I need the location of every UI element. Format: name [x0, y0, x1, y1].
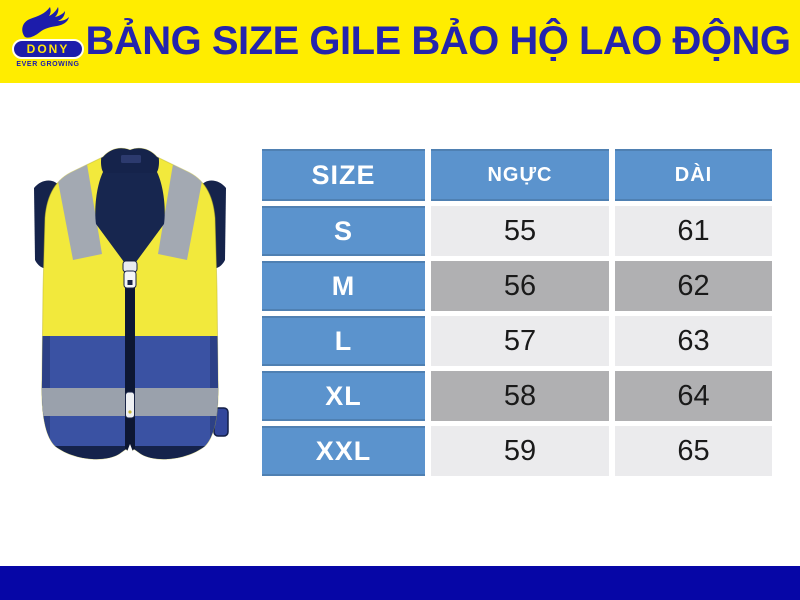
- table-cell-chest: 58: [431, 371, 609, 421]
- brand-name: DONY: [26, 42, 70, 56]
- page-title: BẢNG SIZE GILE BẢO HỘ LAO ĐỘNG: [85, 19, 791, 63]
- table-cell-size: L: [262, 316, 425, 366]
- column-header-chest: NGỰC: [431, 149, 609, 201]
- table-cell-size: M: [262, 261, 425, 311]
- safety-vest-image: [34, 147, 229, 470]
- zipper-slider: [123, 270, 137, 289]
- table-cell-length: 65: [615, 426, 772, 476]
- zipper-track: [125, 260, 135, 460]
- zipper-pull-lower: [125, 391, 135, 419]
- column-header-length: DÀI: [615, 149, 772, 201]
- table-cell-length: 63: [615, 316, 772, 366]
- hem-split: [120, 444, 140, 470]
- header-banner: DONY EVER GROWING BẢNG SIZE GILE BẢO HỘ …: [0, 0, 800, 83]
- safety-vest-illustration: [18, 140, 242, 489]
- column-header-size: SIZE: [262, 149, 425, 201]
- table-cell-size: S: [262, 206, 425, 256]
- collar-label: [121, 155, 141, 163]
- reflective-stripe-left: [57, 164, 102, 260]
- reflective-stripe-right: [158, 164, 203, 260]
- table-cell-chest: 59: [431, 426, 609, 476]
- zipper-slider-top: [122, 260, 138, 273]
- brand-logo: DONY EVER GROWING: [12, 4, 84, 68]
- table-cell-size: XL: [262, 371, 425, 421]
- zipper-pull-dot: [128, 410, 132, 414]
- table-cell-size: XXL: [262, 426, 425, 476]
- table-cell-chest: 56: [431, 261, 609, 311]
- vest-inner-lining: [95, 170, 165, 262]
- table-cell-length: 64: [615, 371, 772, 421]
- brand-tagline: EVER GROWING: [16, 61, 80, 68]
- footer-bar: [0, 566, 800, 600]
- size-table: SIZE NGỰC DÀI S 55 61 M 56 62 L 57 63 XL 58 64 XXL 59…: [262, 149, 772, 476]
- table-cell-chest: 55: [431, 206, 609, 256]
- brand-name-pill: DONY: [12, 39, 84, 59]
- table-cell-length: 62: [615, 261, 772, 311]
- table-cell-length: 61: [615, 206, 772, 256]
- table-cell-chest: 57: [431, 316, 609, 366]
- zipper-slider-hole: [127, 280, 133, 285]
- kangaroo-logo-icon: [22, 7, 69, 38]
